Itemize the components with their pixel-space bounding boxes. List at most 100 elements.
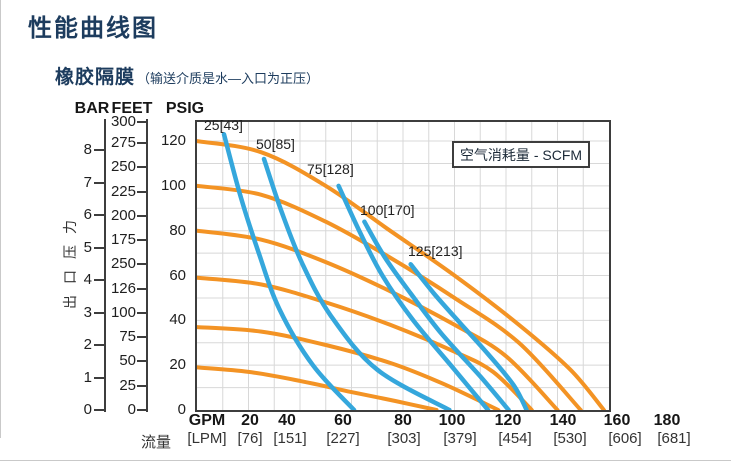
- psig-axis-tick-label: 0: [177, 401, 186, 418]
- x-axis-lpm-tick: [681]: [657, 430, 691, 447]
- feet-axis-tick-mark: [137, 336, 147, 339]
- feet-axis-tick-label: 0: [127, 401, 136, 418]
- air-curve-label: 75[128]: [307, 161, 354, 177]
- feet-axis-tick-label: 126: [110, 279, 136, 297]
- x-axis-gpm-tick: 180: [653, 412, 681, 429]
- bar-axis-tick-mark: [94, 181, 106, 184]
- page-left-border: [0, 0, 1, 438]
- unit-header-bar: BAR: [74, 100, 110, 117]
- feet-axis-tick-label: 300: [110, 113, 136, 130]
- page-bottom-border: [0, 460, 731, 461]
- x-axis-gpm-tick: 160: [603, 412, 631, 429]
- page-title: 性能曲线图: [28, 15, 158, 42]
- bar-axis-tick-label: 5: [83, 238, 92, 256]
- x-axis-lpm-tick: [151]: [273, 430, 307, 447]
- feet-axis-tick-label: 250: [110, 158, 136, 176]
- x-axis-lpm-tick: [606]: [608, 430, 642, 447]
- feet-axis-tick-label: 75: [119, 328, 136, 346]
- x-axis-lpm-tick: [530]: [553, 430, 587, 447]
- air-curve-label: 25[43]: [204, 117, 243, 133]
- x-axis-lpm-tick: [LPM]: [187, 430, 227, 447]
- bar-axis-tick-mark: [94, 409, 106, 411]
- feet-axis-tick-label: 50: [119, 352, 136, 370]
- air-consumption-curve: [408, 262, 529, 410]
- bar-axis-tick-mark: [94, 246, 106, 249]
- air-consumption-curve: [221, 132, 357, 410]
- x-axis-gpm-tick: 60: [334, 412, 352, 429]
- x-axis-gpm-tick: 120: [494, 412, 522, 429]
- psig-axis-tick-label: 40: [169, 311, 186, 329]
- feet-axis-tick-mark: [137, 214, 147, 217]
- feet-axis-tick-mark: [137, 239, 147, 242]
- air-curve-label: 50[85]: [256, 136, 295, 152]
- x-axis-gpm-tick: 140: [549, 412, 577, 429]
- performance-curve: [197, 139, 606, 410]
- feet-axis-ruler: [146, 119, 148, 412]
- air-consumption-curve: [336, 183, 491, 410]
- psig-axis-tick-label: 120: [160, 132, 186, 150]
- x-axis-lpm-tick: [379]: [443, 430, 477, 447]
- feet-axis-tick-mark: [137, 311, 147, 314]
- bar-axis-tick-label: 6: [83, 206, 92, 223]
- subtitle-note: （输送介质是水—入口为正压）: [137, 71, 320, 86]
- feet-axis-tick-mark: [137, 142, 147, 145]
- x-axis-lpm-tick: [454]: [498, 430, 532, 447]
- bar-axis-tick-label: 8: [83, 141, 92, 158]
- feet-axis-tick-mark: [137, 166, 147, 169]
- x-axis-gpm-tick: 80: [394, 412, 412, 429]
- bar-axis-tick-label: 4: [83, 271, 92, 288]
- bar-axis-tick-mark: [94, 214, 106, 216]
- feet-axis-tick-mark: [137, 121, 147, 123]
- bar-axis-tick-label: 7: [83, 173, 92, 191]
- performance-curve: [197, 325, 501, 410]
- feet-axis-tick-mark: [137, 263, 147, 266]
- psig-axis-tick-label: 100: [160, 176, 186, 194]
- diaphragm-subtitle: 橡胶隔膜: [55, 67, 136, 88]
- feet-axis-tick-label: 175: [110, 231, 136, 249]
- x-axis-lpm-tick: [303]: [387, 430, 421, 447]
- psig-axis-tick-label: 80: [169, 221, 186, 239]
- unit-header-feet: FEET: [111, 100, 153, 117]
- feet-axis-tick-mark: [137, 384, 147, 387]
- psig-axis-tick-label: 60: [169, 266, 186, 284]
- bar-axis-tick-label: 1: [83, 368, 92, 386]
- air-consumption-curve: [261, 156, 452, 410]
- legend-box: 空气消耗量 - SCFM: [452, 141, 590, 168]
- performance-curve: [197, 183, 583, 410]
- legend-label: 空气消耗量 - SCFM: [459, 146, 583, 163]
- bar-axis-tick-mark: [94, 279, 106, 281]
- air-curve-label: 125[213]: [408, 243, 463, 259]
- feet-axis-tick-mark: [137, 190, 147, 193]
- x-axis-lpm-tick: [76]: [237, 430, 263, 447]
- feet-axis-tick-mark: [137, 360, 147, 363]
- bar-axis-tick-label: 2: [83, 336, 92, 353]
- x-axis-gpm-tick: 100: [438, 412, 466, 429]
- air-curve-label: 100[170]: [360, 202, 415, 218]
- feet-axis-tick-label: 100: [110, 303, 136, 321]
- psig-axis-tick-label: 20: [169, 356, 186, 374]
- chart-plot-area: [195, 120, 611, 412]
- x-axis-gpm-tick: GPM: [188, 412, 226, 429]
- x-axis-gpm-tick: 20: [241, 412, 259, 429]
- diaphragm-subtitle-row: 橡胶隔膜 （输送介质是水—入口为正压）: [55, 62, 319, 89]
- performance-curve: [197, 365, 439, 410]
- x-axis-gpm-tick: 40: [278, 412, 296, 429]
- feet-axis-tick-mark: [137, 287, 147, 290]
- bar-axis-ruler: [104, 119, 106, 412]
- feet-axis-tick-label: 250: [110, 255, 136, 273]
- performance-curve: [197, 275, 534, 410]
- feet-axis-tick-label: 275: [110, 134, 136, 152]
- unit-header-psig: PSIG: [165, 100, 205, 117]
- bar-axis-tick-mark: [94, 149, 106, 151]
- bar-axis-tick-mark: [94, 344, 106, 346]
- bar-axis-tick-label: 0: [83, 401, 92, 418]
- bar-axis-tick-label: 3: [83, 303, 92, 321]
- bar-axis-tick-mark: [94, 311, 106, 314]
- feet-axis-tick-label: 25: [119, 376, 136, 394]
- bar-axis-tick-mark: [94, 376, 106, 379]
- x-axis-lpm-tick: [227]: [326, 430, 360, 447]
- feet-axis-tick-label: 225: [110, 182, 136, 200]
- x-axis-title: 流量: [141, 434, 172, 451]
- feet-axis-tick-label: 200: [110, 206, 136, 224]
- air-consumption-curve: [362, 219, 511, 410]
